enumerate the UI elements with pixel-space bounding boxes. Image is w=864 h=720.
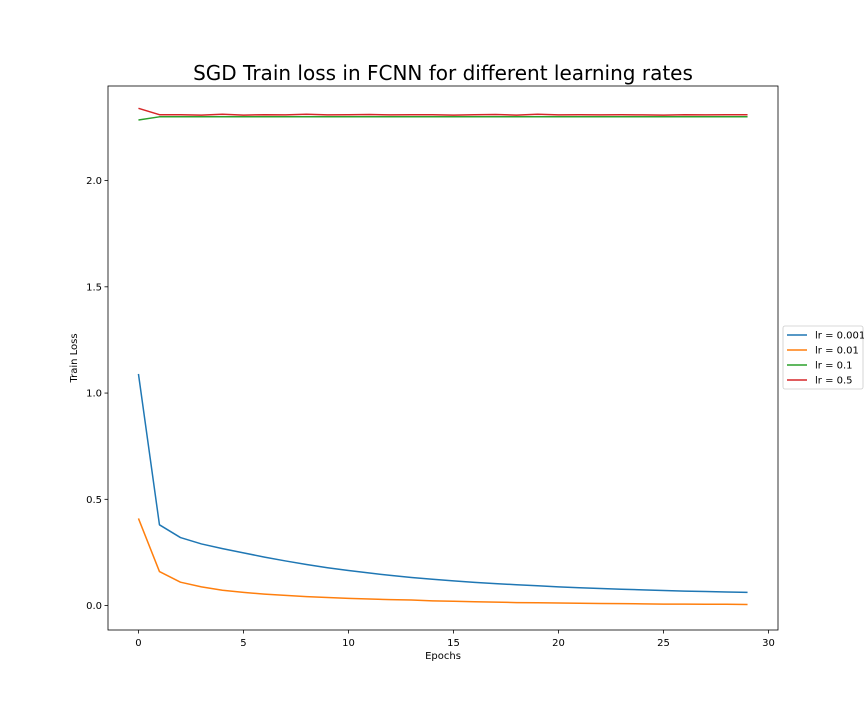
x-axis: 0 5 10 15 20 25 30 (135, 630, 775, 649)
x-tick-label: 15 (447, 638, 460, 649)
y-tick-label: 1.5 (86, 282, 102, 293)
x-tick-label: 20 (552, 638, 565, 649)
series-line-2 (138, 116, 748, 121)
y-tick-label: 1.0 (86, 389, 102, 400)
legend: lr = 0.001 lr = 0.01 lr = 0.1 lr = 0.5 (782, 325, 864, 390)
x-tick-label: 30 (762, 638, 775, 649)
x-tick-label: 25 (657, 638, 670, 649)
series-line-3 (138, 107, 748, 116)
x-tick-label: 10 (342, 638, 355, 649)
legend-label: lr = 0.001 (815, 331, 864, 342)
x-tick-label: 0 (135, 638, 141, 649)
y-tick-label: 0.5 (86, 495, 102, 506)
y-tick-label: 0.0 (86, 601, 102, 612)
series-layer (137, 107, 748, 606)
y-axis: 0.0 0.5 1.0 1.5 2.0 (86, 176, 108, 612)
plot-area-frame (107, 85, 779, 631)
legend-label: lr = 0.5 (815, 376, 853, 387)
x-axis-label: Epochs (425, 651, 461, 662)
chart-title: SGD Train loss in FCNN for different lea… (193, 61, 693, 85)
y-tick-label: 2.0 (86, 176, 102, 187)
legend-box (782, 325, 864, 390)
legend-label: lr = 0.01 (815, 346, 859, 357)
x-tick-label: 5 (240, 638, 246, 649)
y-axis-label: Train Loss (69, 333, 80, 383)
series-line-1 (137, 518, 748, 606)
series-line-0 (137, 373, 748, 594)
legend-label: lr = 0.1 (815, 361, 853, 372)
